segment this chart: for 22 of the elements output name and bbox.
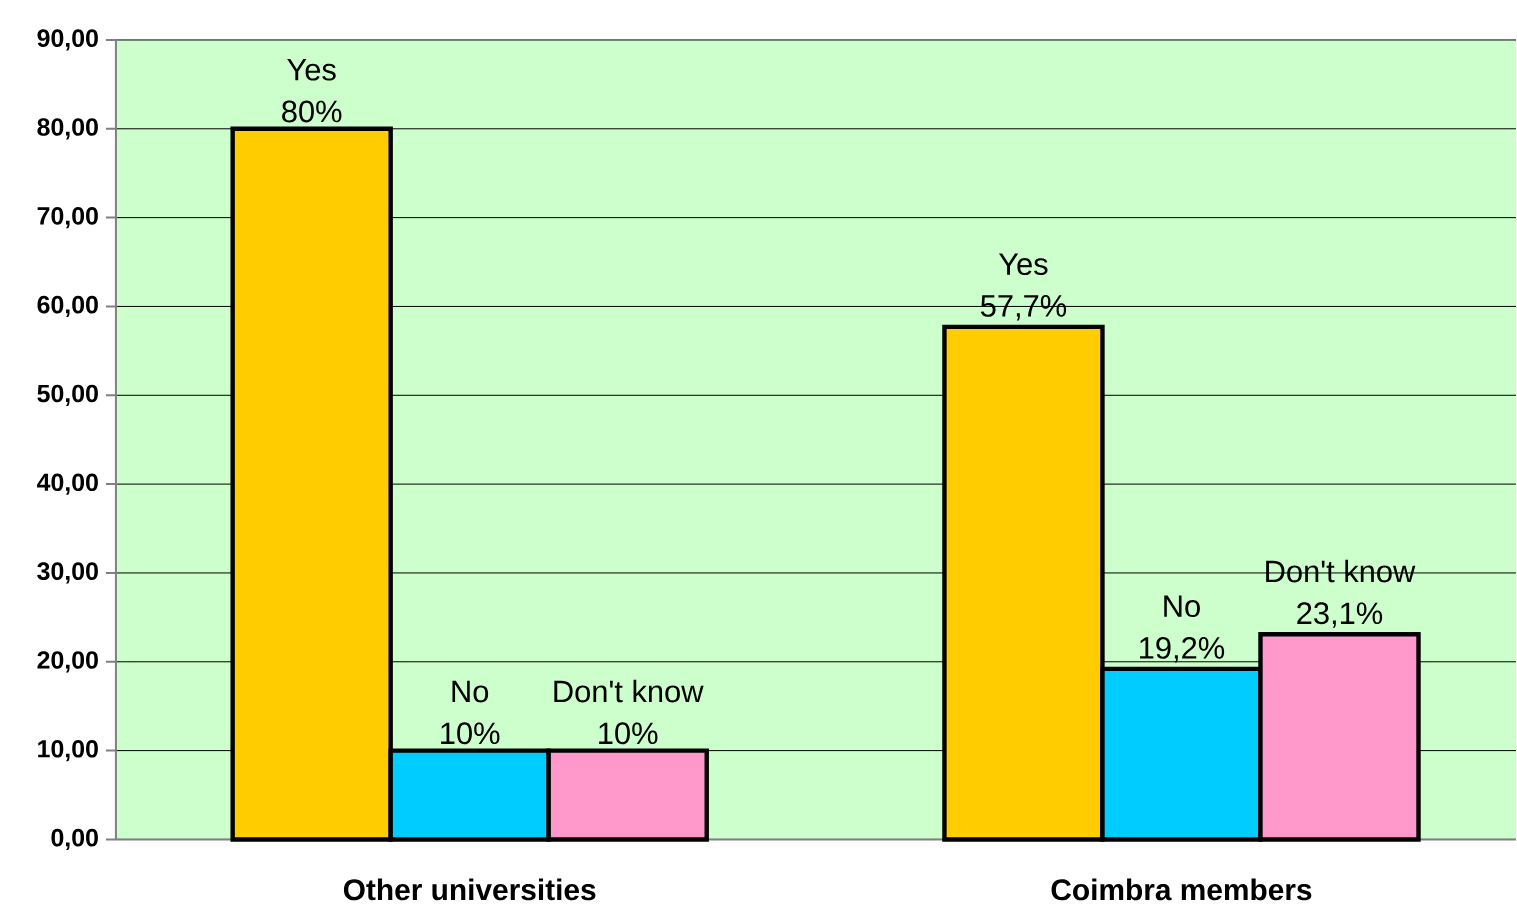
x-tick-label: Coimbra members — [1051, 878, 1312, 901]
y-tick-label: 0,00 — [51, 828, 98, 851]
y-tick-label: 90,00 — [37, 29, 98, 51]
y-tick-label: 40,00 — [36, 473, 98, 495]
series-label: Yes — [287, 59, 336, 81]
y-tick-label: 10,00 — [38, 740, 98, 762]
data-label: 10% — [599, 722, 658, 745]
text: No — [1164, 595, 1200, 618]
data-label: 19,2% — [1140, 636, 1225, 663]
y-tick-label: 70,00 — [37, 207, 98, 229]
data-label: 10% — [441, 722, 500, 745]
y-tick-label: 30,00 — [37, 562, 98, 584]
y-tick-label: 50,00 — [37, 384, 98, 406]
x-tick-label: Other universities — [343, 878, 596, 901]
data-label: 80% — [282, 100, 342, 123]
y-tick-label: 20,00 — [37, 651, 98, 673]
series-label: No — [452, 680, 489, 703]
series-label: Don't know — [554, 679, 704, 703]
data-label: 23,1% — [1297, 602, 1383, 628]
text: Yes — [998, 253, 1048, 276]
y-tick-label: 80,00 — [37, 118, 98, 140]
y-tick-label: 60,00 — [37, 295, 98, 318]
